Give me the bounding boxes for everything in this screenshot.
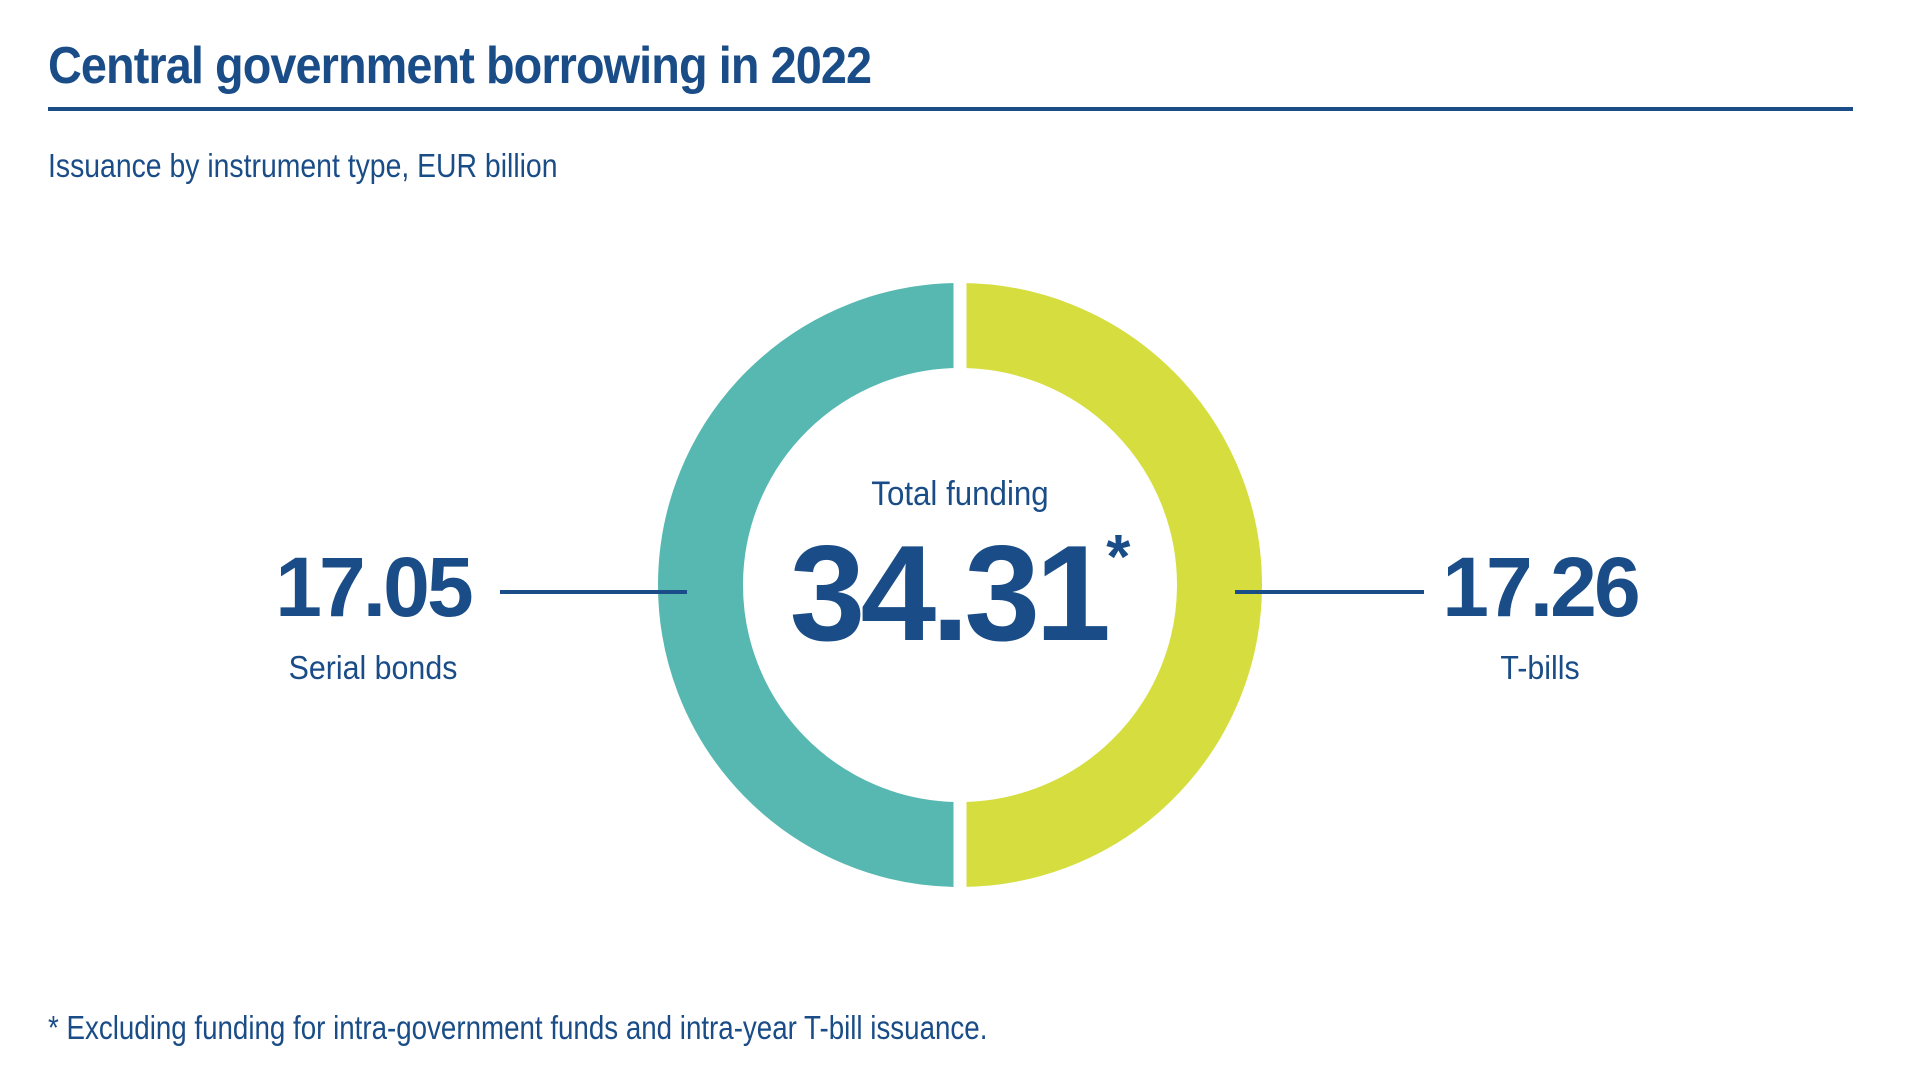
donut-chart [658,273,1262,897]
footnote: * Excluding funding for intra-government… [48,1009,988,1046]
total-funding-label: Total funding [871,475,1049,513]
page-title: Central government borrowing in 2022 [48,37,872,95]
t-bills-label: T-bills [1500,649,1580,686]
callout-t-bills: 17.26 T-bills [1340,545,1740,684]
page-subtitle: Issuance by instrument type, EUR billion [48,147,558,184]
serial-bonds-label: Serial bonds [288,649,458,686]
callout-serial-bonds: 17.05 Serial bonds [173,545,573,684]
total-value-asterisk: * [1106,523,1131,592]
serial-bonds-value: 17.05 [275,540,473,634]
t-bills-value: 17.26 [1442,540,1640,634]
donut-segment-t-bills [954,283,1262,887]
total-funding-value: 34.31* [710,525,1210,661]
leader-line-left [500,590,687,594]
donut-center-text: Total funding 34.31* [710,477,1210,661]
total-value-number: 34.31 [789,517,1111,669]
leader-line-right [1235,590,1424,594]
donut-segment-serial-bonds [658,283,961,887]
donut-segment-gap [953,273,967,897]
title-underline [48,107,1853,111]
